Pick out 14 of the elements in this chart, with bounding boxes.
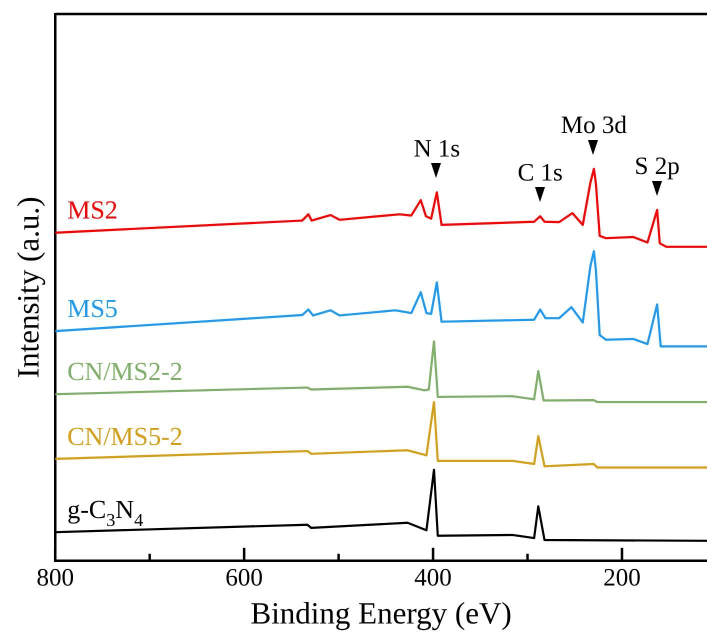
series-label: MS2 <box>67 196 118 225</box>
annotation: Mo 3d <box>560 112 628 139</box>
series-label: CN/MS5-2 <box>67 422 183 451</box>
x-tick-label: 600 <box>225 564 263 592</box>
series-label: MS5 <box>67 294 118 324</box>
x-tick-label: 400 <box>414 564 452 592</box>
x-tick-label: 800 <box>36 564 74 592</box>
annotation: C 1s <box>518 159 563 186</box>
x-axis-title: Binding Energy (eV) <box>250 596 512 631</box>
y-axis-title: Intensity (a.u.) <box>10 196 46 378</box>
series-label: CN/MS2-2 <box>67 357 183 386</box>
annotation: S 2p <box>634 152 680 180</box>
annotation: N 1s <box>414 135 460 162</box>
x-tick-label: 200 <box>603 564 641 592</box>
